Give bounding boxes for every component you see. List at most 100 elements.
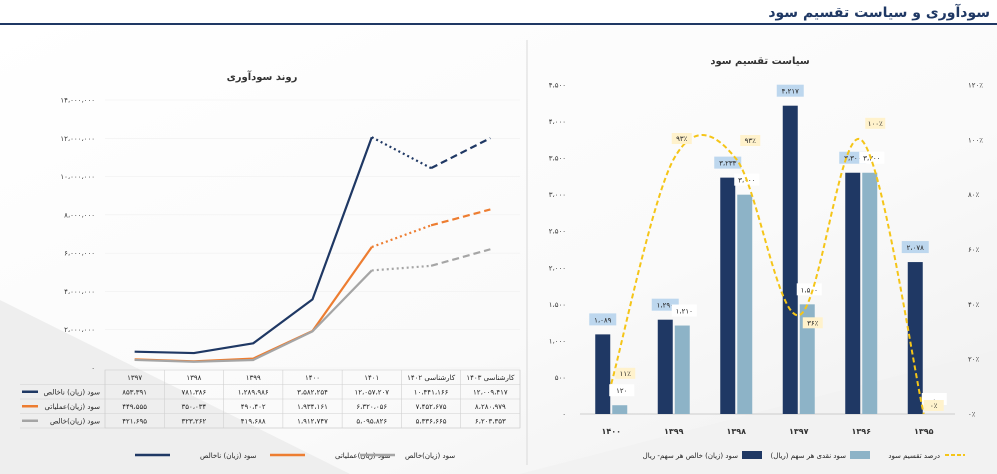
bar-chart-y-axis-right: ۰٪ ۲۰٪ ۴۰٪ ۶۰٪ ۸۰٪ ۱۰۰٪ ۱۲۰٪ bbox=[968, 82, 983, 419]
y-tick-label: ۱۲،۰۰۰،۰۰۰ bbox=[60, 135, 95, 143]
payout-ratio-path bbox=[610, 134, 925, 415]
table-header-cell: کارشناسی ۱۴۰۲ bbox=[407, 374, 456, 382]
y-left-tick-label: ۰ bbox=[562, 411, 566, 419]
y-tick-label: ۰ bbox=[91, 365, 95, 373]
data-label-text: ۳،۳۰۰ bbox=[844, 155, 861, 163]
legend-label: سود (زیان) ناخالص bbox=[200, 452, 256, 460]
data-label-text: ۹۳٪ bbox=[676, 135, 688, 143]
data-label-box bbox=[714, 156, 742, 169]
data-label-box bbox=[923, 400, 944, 411]
table-row-label: سود (زیان)عملیاتی bbox=[45, 403, 101, 411]
data-label-box bbox=[609, 384, 635, 397]
series-line-forecast bbox=[371, 224, 432, 249]
data-label-text: ۱۲۰ bbox=[616, 387, 627, 395]
data-label-text: ۲،۰۷۸ bbox=[907, 244, 925, 252]
table-cell: ۵،۰۹۵،۸۲۶ bbox=[356, 418, 387, 426]
line-chart-y-axis: ۰ ۲،۰۰۰،۰۰۰ ۴،۰۰۰،۰۰۰ ۶،۰۰۰،۰۰۰ ۸،۰۰۰،۰۰۰ ۱۰،… bbox=[60, 97, 95, 373]
data-label-text: ۴،۲۱۷ bbox=[782, 88, 800, 96]
table-header-cell: ۱۳۹۷ bbox=[127, 374, 142, 382]
data-label-dps: ۱،۵۰۰ bbox=[796, 283, 822, 296]
y-tick-label: ۱۴،۰۰۰،۰۰۰ bbox=[60, 97, 95, 105]
legend-label: درصد تقسیم سود bbox=[888, 452, 940, 460]
payout-ratio-label: ۱۱٪ bbox=[615, 367, 636, 379]
legend-label: سود (زیان)خالص bbox=[405, 452, 455, 460]
bar-eps bbox=[595, 334, 611, 414]
table-cell: ۱،۲۸۹،۹۸۶ bbox=[238, 389, 269, 397]
data-label-eps: ۱،۰۸۹ bbox=[589, 313, 617, 326]
legend-swatch bbox=[850, 451, 870, 459]
y-right-tick-label: ۱۲۰٪ bbox=[968, 82, 983, 90]
bar-chart-bars: ۱،۰۸۹۱۲۰۱،۲۹۰۱،۲۱۰۳،۲۳۳۳،۰۰۰۴،۲۱۷۱،۵۰۰۳،… bbox=[589, 84, 947, 415]
y-left-tick-label: ۴،۵۰۰ bbox=[549, 82, 566, 90]
table-cell: ۶،۲۰۳،۳۵۳ bbox=[475, 418, 506, 426]
x-tick-label: ۱۳۹۹ bbox=[664, 427, 684, 436]
table-cell: ۷،۴۵۲،۶۷۵ bbox=[416, 403, 447, 411]
x-tick-label: ۱۳۹۵ bbox=[914, 427, 934, 436]
table-row-label: سود (زیان)خالص bbox=[50, 418, 100, 426]
line-chart-series bbox=[134, 136, 491, 363]
dividend-policy-bar-chart: سیاست تقسیم سود ۰ ۵۰۰ ۱،۰۰۰ ۱،۵۰۰ ۲،۰۰۰ ۲،۵۰۰… bbox=[549, 56, 984, 460]
data-label-text: ۱،۲۱۰ bbox=[676, 308, 693, 316]
data-label-box bbox=[901, 241, 929, 254]
table-cell: ۴۴۹،۵۵۵ bbox=[122, 403, 147, 411]
table-row-label: سود (زیان) ناخالص bbox=[44, 389, 100, 397]
background-shape bbox=[520, 350, 997, 474]
x-tick-label: ۱۳۹۸ bbox=[726, 427, 746, 436]
data-label-box bbox=[589, 313, 617, 326]
data-label-text: ۱،۵۰۰ bbox=[801, 286, 818, 294]
bar-dps bbox=[737, 194, 753, 414]
payout-ratio-label: ۹۳٪ bbox=[740, 135, 761, 147]
data-label-text: ۱،۰۸۹ bbox=[594, 316, 612, 324]
table-cell: ۱،۹۱۲،۷۴۷ bbox=[297, 418, 328, 426]
x-tick-label: ۱۴۰۰ bbox=[601, 427, 621, 436]
data-label-text: ۱۰۰٪ bbox=[868, 120, 883, 128]
y-tick-label: ۸،۰۰۰،۰۰۰ bbox=[64, 211, 95, 219]
legend-swatch bbox=[742, 451, 762, 459]
y-left-tick-label: ۵۰۰ bbox=[555, 374, 566, 382]
bar-eps bbox=[657, 319, 673, 414]
table-cell: ۷۸۱،۳۸۶ bbox=[182, 389, 207, 397]
y-tick-label: ۲،۰۰۰،۰۰۰ bbox=[64, 326, 95, 334]
data-label-box bbox=[865, 117, 886, 129]
table-header-cell: کارشناسی ۱۴۰۳ bbox=[466, 374, 515, 382]
y-right-tick-label: ۰٪ bbox=[968, 411, 976, 419]
y-tick-label: ۴،۰۰۰،۰۰۰ bbox=[64, 288, 95, 296]
data-label-box bbox=[615, 367, 636, 379]
bar-chart-title: سیاست تقسیم سود bbox=[710, 56, 810, 67]
bar-chart-legend: سود (زیان) خالص هر سهم- ریال سود نقدی هر … bbox=[643, 451, 965, 460]
table-cell: ۴۹۰،۴۰۲ bbox=[241, 403, 266, 411]
profitability-line-chart: روند سودآوری ۰ ۲،۰۰۰،۰۰۰ ۴،۰۰۰،۰۰۰ ۶،۰۰۰،۰۰… bbox=[20, 70, 521, 460]
y-left-tick-label: ۱،۵۰۰ bbox=[549, 301, 566, 309]
y-tick-label: ۱۰،۰۰۰،۰۰۰ bbox=[60, 173, 95, 181]
y-left-tick-label: ۱،۰۰۰ bbox=[549, 337, 566, 345]
bar-dps bbox=[612, 405, 628, 414]
payout-ratio-label: ۳۶٪ bbox=[802, 317, 823, 329]
table-cell: ۸۵۳،۳۹۱ bbox=[122, 389, 147, 397]
data-label-box bbox=[776, 84, 804, 97]
page-title: سودآوری و سیاست تقسیم سود bbox=[768, 3, 990, 21]
bar-chart-y-axis-left: ۰ ۵۰۰ ۱،۰۰۰ ۱،۵۰۰ ۲،۰۰۰ ۲،۵۰۰ ۳،۰۰۰ ۳،۵۰۰ ۴،۰۰۰ ۴… bbox=[549, 82, 566, 419]
payout-ratio-label: ۹۳٪ bbox=[671, 133, 692, 145]
y-left-tick-label: ۳،۵۰۰ bbox=[549, 155, 566, 163]
series-line-forecast bbox=[371, 136, 432, 170]
y-left-tick-label: ۳،۰۰۰ bbox=[549, 191, 566, 199]
line-chart-title: روند سودآوری bbox=[227, 70, 298, 83]
y-right-tick-label: ۱۰۰٪ bbox=[968, 136, 983, 144]
x-tick-label: ۱۳۹۶ bbox=[851, 427, 871, 436]
data-label-dps: ۱۲۰ bbox=[609, 384, 635, 397]
table-cell: ۳۵۰،۰۳۴ bbox=[182, 403, 207, 411]
data-label-eps: ۲،۰۷۸ bbox=[901, 241, 929, 254]
table-cell: ۸،۲۸۰،۹۷۹ bbox=[475, 403, 506, 411]
table-cell: ۱۲،۰۵۷،۲۰۷ bbox=[354, 389, 389, 397]
table-cell: ۴۲۱،۶۹۵ bbox=[122, 418, 147, 426]
bar-dps bbox=[862, 172, 878, 414]
x-tick-label: ۱۳۹۷ bbox=[789, 427, 809, 436]
table-cell: ۱۲،۰۰۹،۴۱۷ bbox=[473, 389, 508, 397]
y-right-tick-label: ۸۰٪ bbox=[968, 191, 980, 199]
y-right-tick-label: ۶۰٪ bbox=[968, 246, 980, 254]
table-cell: ۱،۹۳۴،۱۶۱ bbox=[297, 403, 328, 411]
data-label-text: ۳،۲۳۳ bbox=[719, 160, 737, 168]
bar-dps bbox=[674, 325, 690, 414]
